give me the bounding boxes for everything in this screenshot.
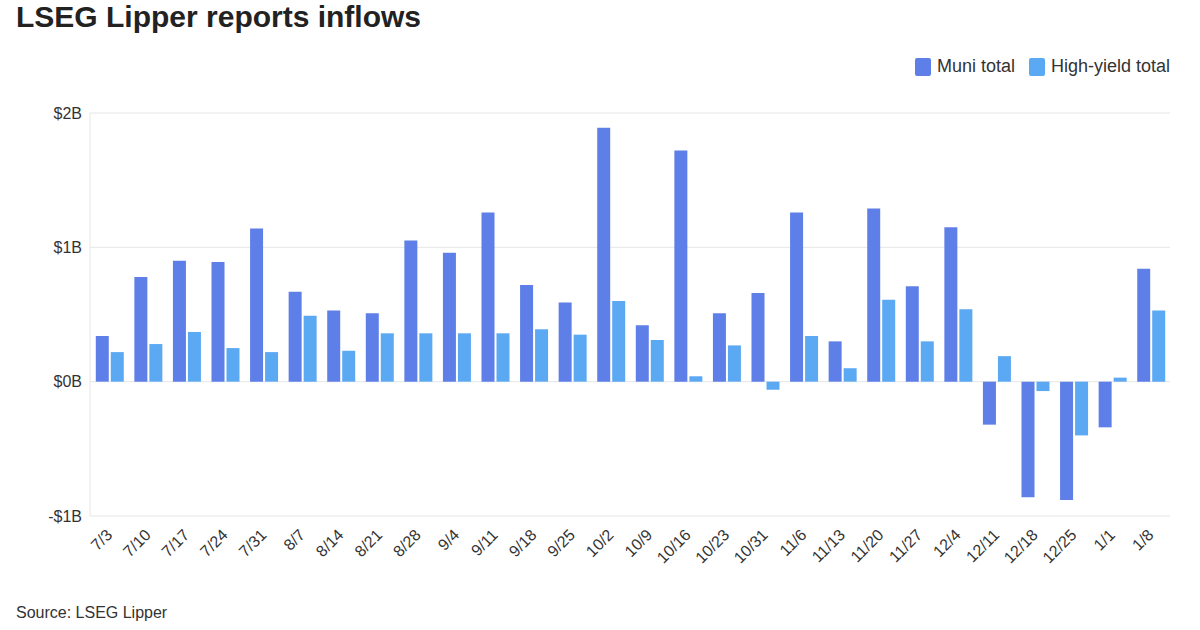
svg-text:7/10: 7/10 xyxy=(120,526,154,560)
html-text:Muni total: Muni total xyxy=(936,56,1015,76)
svg-text:10/9: 10/9 xyxy=(621,526,655,560)
svg-text:9/4: 9/4 xyxy=(435,526,463,554)
svg-text:10/23: 10/23 xyxy=(692,526,732,566)
svg-text:9/25: 9/25 xyxy=(544,526,578,560)
svg-text:-$1B: -$1B xyxy=(48,508,82,525)
svg-text:8/28: 8/28 xyxy=(390,526,424,560)
svg-text:7/31: 7/31 xyxy=(236,526,270,560)
svg-text:7/17: 7/17 xyxy=(158,526,192,560)
svg-text:8/7: 8/7 xyxy=(280,526,308,554)
svg-text:12/25: 12/25 xyxy=(1039,526,1079,566)
svg-text:$1B: $1B xyxy=(54,239,82,256)
svg-text:7/3: 7/3 xyxy=(88,526,116,554)
html-text:High-yield total: High-yield total xyxy=(1050,56,1170,76)
svg-text:9/11: 9/11 xyxy=(468,526,501,559)
svg-text:12/11: 12/11 xyxy=(963,526,1003,566)
svg-text:12/18: 12/18 xyxy=(1001,526,1041,566)
svg-text:1/1: 1/1 xyxy=(1090,526,1118,554)
svg-text:11/6: 11/6 xyxy=(776,526,809,559)
svg-text:11/20: 11/20 xyxy=(847,526,887,566)
svg-text:10/16: 10/16 xyxy=(654,526,694,566)
html-text:LSEG Lipper reports inflows: LSEG Lipper reports inflows xyxy=(16,0,421,33)
svg-text:11/13: 11/13 xyxy=(809,526,849,566)
svg-text:7/24: 7/24 xyxy=(197,526,231,560)
svg-text:8/21: 8/21 xyxy=(351,526,385,560)
svg-text:1/8: 1/8 xyxy=(1129,526,1157,554)
svg-text:$0B: $0B xyxy=(54,373,82,390)
svg-text:10/31: 10/31 xyxy=(731,526,771,566)
svg-text:9/18: 9/18 xyxy=(506,526,540,560)
svg-text:11/27: 11/27 xyxy=(886,526,926,566)
svg-text:8/14: 8/14 xyxy=(313,526,347,560)
html-text:Source: LSEG Lipper: Source: LSEG Lipper xyxy=(16,604,168,621)
svg-text:$2B: $2B xyxy=(54,105,82,122)
svg-text:12/4: 12/4 xyxy=(930,526,964,560)
svg-text:10/2: 10/2 xyxy=(583,526,617,560)
